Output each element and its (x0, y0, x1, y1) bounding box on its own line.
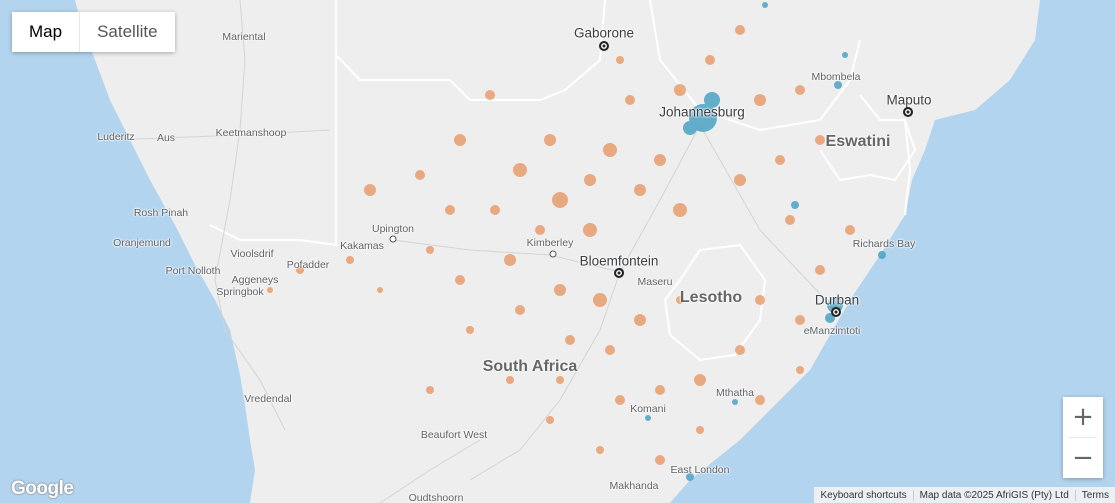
road-line (392, 239, 621, 273)
rural-density-layer (267, 25, 855, 465)
border-line (649, 0, 861, 132)
city-marker-icon (614, 268, 624, 278)
road-line (699, 124, 836, 311)
place-label-rosh-pinah[interactable]: Rosh Pinah (133, 207, 189, 219)
place-label-vredendal[interactable]: Vredendal (244, 393, 292, 405)
place-label-eswatini[interactable]: Eswatini (825, 133, 891, 150)
place-label-springbok[interactable]: Springbok (216, 286, 264, 298)
road-line (619, 124, 701, 273)
place-label-mbombela[interactable]: Mbombela (811, 71, 861, 83)
place-label-makhanda[interactable]: Makhanda (609, 480, 659, 492)
road-line (379, 439, 481, 503)
place-label-gaborone[interactable]: Gaborone (573, 25, 635, 41)
city-marker-icon (831, 307, 841, 317)
place-label-richards-bay[interactable]: Richards Bay (852, 238, 916, 250)
map-type-control: Map Satellite (12, 12, 175, 52)
city-marker-icon (389, 235, 397, 243)
city-marker-icon (599, 41, 609, 51)
place-label-vioolsdrif[interactable]: Vioolsdrif (230, 248, 274, 260)
place-label-aggeneys[interactable]: Aggeneys (231, 274, 279, 286)
land-area (0, 0, 1040, 503)
urban-density-layer (616, 2, 886, 481)
place-label-durban[interactable]: Durban (814, 292, 860, 308)
divider (1069, 437, 1097, 438)
place-label-port-nolloth[interactable]: Port Nolloth (165, 265, 221, 277)
place-label-pofadder[interactable]: Pofadder (286, 259, 330, 271)
place-label-upington[interactable]: Upington (371, 223, 415, 235)
border-line (335, 0, 606, 101)
place-label-emanzimtoti[interactable]: eManzimtoti (803, 325, 861, 337)
city-marker-icon (903, 107, 913, 117)
terms-link[interactable]: Terms (1074, 489, 1115, 501)
place-label-mariental[interactable]: Mariental (222, 31, 266, 43)
map-type-satellite-button[interactable]: Satellite (80, 12, 175, 52)
place-label-mthatha[interactable]: Mthatha (716, 387, 754, 399)
place-label-bloemfontein[interactable]: Bloemfontein (579, 253, 659, 269)
map-attribution: Map data ©2025 AfriGIS (Pty) Ltd (912, 489, 1075, 501)
place-label-komani[interactable]: Komani (630, 403, 666, 415)
place-label-kakamas[interactable]: Kakamas (340, 240, 384, 252)
place-label-keetmanshoop[interactable]: Keetmanshoop (215, 127, 287, 139)
divider (79, 12, 81, 52)
place-label-johannesburg[interactable]: Johannesburg (659, 104, 745, 120)
place-label-kimberley[interactable]: Kimberley (526, 237, 574, 249)
border-line (209, 55, 337, 247)
zoom-in-button[interactable]: + (1063, 397, 1103, 437)
border-line (663, 243, 767, 362)
map-footer: Keyboard shortcuts Map data ©2025 AfriGI… (814, 487, 1115, 503)
map-type-map-button[interactable]: Map (12, 12, 80, 52)
zoom-out-button[interactable]: − (1063, 438, 1103, 478)
place-label-oranjemund[interactable]: Oranjemund (113, 237, 171, 249)
place-label-lesotho[interactable]: Lesotho (679, 289, 743, 306)
place-label-beaufort-west[interactable]: Beaufort West (420, 429, 488, 441)
keyboard-shortcuts-link[interactable]: Keyboard shortcuts (820, 489, 907, 501)
place-label-aus[interactable]: Aus (156, 132, 176, 144)
place-label-luderitz[interactable]: Luderitz (97, 131, 135, 143)
road-line (214, 0, 286, 431)
zoom-control: + − (1063, 397, 1103, 478)
google-logo[interactable]: Google (11, 478, 74, 499)
place-label-east-london[interactable]: East London (670, 464, 730, 476)
border-line (819, 94, 917, 182)
place-label-oudtshoorn[interactable]: Oudtshoorn (408, 492, 464, 503)
city-marker-icon (549, 250, 557, 258)
place-label-maputo[interactable]: Maputo (886, 92, 932, 108)
road-line (109, 129, 331, 141)
place-label-south-africa[interactable]: South Africa (482, 358, 578, 375)
road-line (469, 271, 621, 481)
place-label-maseru[interactable]: Maseru (637, 276, 673, 288)
border-line (904, 119, 912, 216)
